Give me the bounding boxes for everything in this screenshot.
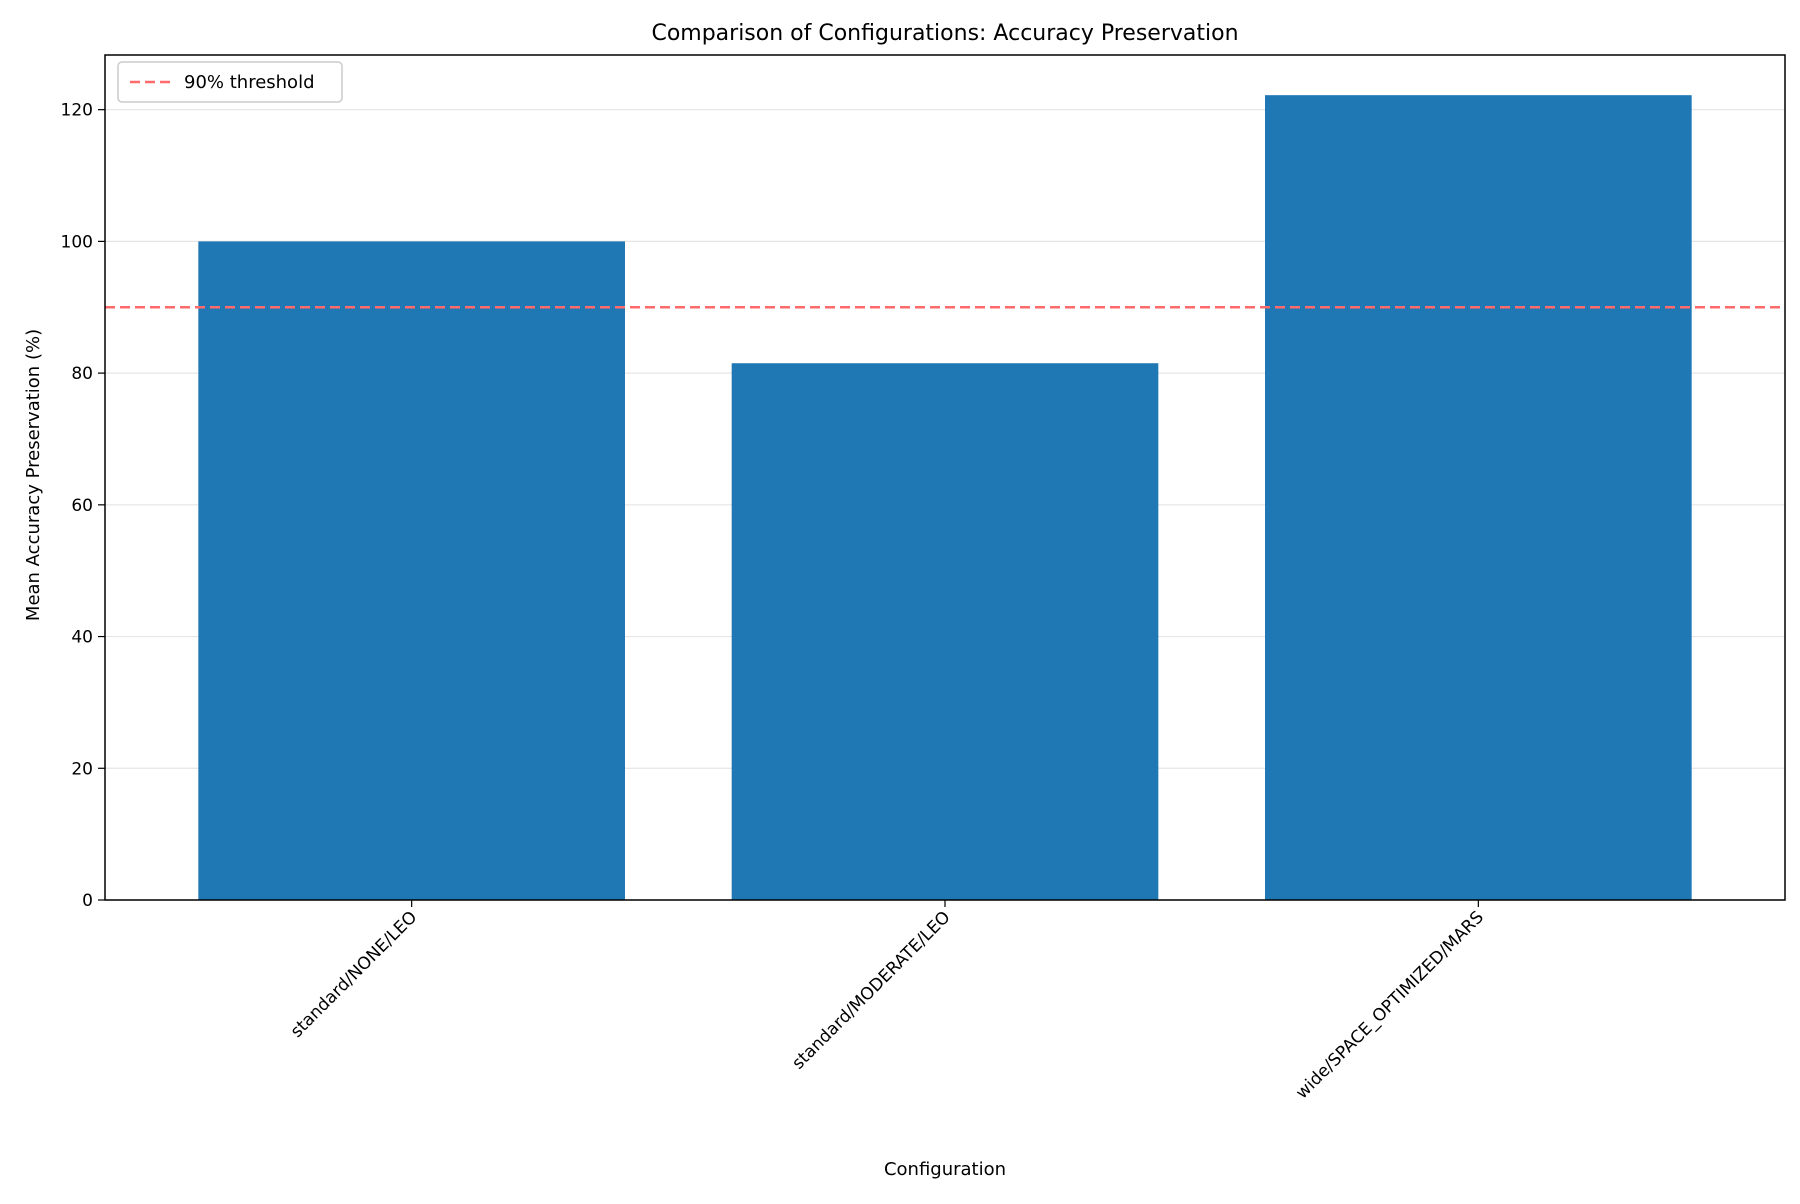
y-tick-label: 60 (71, 496, 93, 516)
bars (198, 95, 1692, 901)
y-tick-label: 40 (71, 628, 93, 648)
x-tick-label: wide/SPACE_OPTIMIZED/MARS (1292, 907, 1488, 1103)
bar (198, 241, 626, 900)
y-tick-label: 0 (82, 891, 93, 911)
y-tick-label: 80 (71, 364, 93, 384)
x-tick-label: standard/NONE/LEO (287, 907, 421, 1041)
x-tick-label: standard/MODERATE/LEO (788, 907, 954, 1073)
chart-title: Comparison of Configurations: Accuracy P… (651, 21, 1238, 46)
legend: 90% threshold (117, 61, 343, 103)
bar (731, 363, 1159, 900)
legend-box (117, 61, 343, 103)
y-tick-label: 120 (61, 101, 93, 121)
y-tick-label: 20 (71, 759, 93, 779)
y-tick-label: 100 (61, 232, 93, 252)
y-axis-label: Mean Accuracy Preservation (%) (23, 329, 44, 621)
legend-threshold-label: 90% threshold (184, 72, 315, 93)
bar (1265, 95, 1692, 901)
x-axis-label: Configuration (884, 1159, 1006, 1180)
